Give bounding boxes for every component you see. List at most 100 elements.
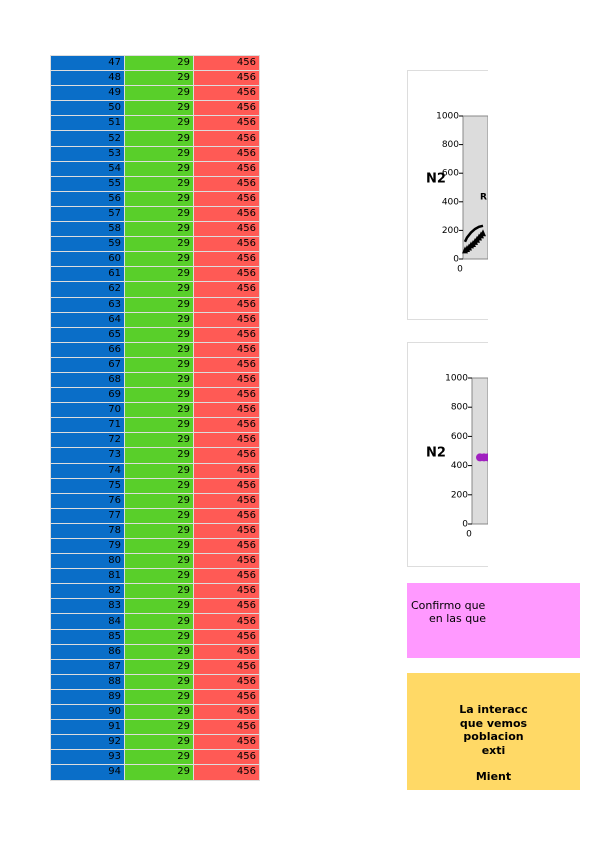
table-row: 55 29 456 (50, 175, 260, 192)
note-text: en las que (429, 612, 486, 625)
table-row: 59 29 456 (50, 236, 260, 253)
cell: 48 (50, 70, 125, 87)
cell: 29 (124, 160, 194, 177)
cell: 456 (193, 356, 260, 373)
y-tick-label: 800 (442, 140, 459, 150)
table-row: 90 29 456 (50, 704, 260, 721)
table-row: 84 29 456 (50, 613, 260, 630)
cell: 456 (193, 85, 260, 102)
y-tick-label: 400 (442, 197, 459, 207)
cell: 456 (193, 341, 260, 358)
cell: 29 (124, 734, 194, 751)
cell: 29 (124, 251, 194, 268)
cell: 29 (124, 432, 194, 449)
cell: 29 (124, 522, 194, 540)
cell: 89 (50, 688, 125, 706)
y-tick-label: 400 (451, 461, 468, 471)
cell: 29 (124, 190, 194, 207)
cell: 456 (193, 553, 260, 570)
cell: 94 (50, 764, 125, 781)
cell: 79 (50, 537, 125, 555)
y-tick-label: 1000 (445, 374, 468, 384)
note-text: La interacc (459, 703, 528, 716)
cell: 29 (124, 145, 194, 162)
cell: 29 (124, 477, 194, 494)
cell: 456 (193, 719, 260, 736)
cell: 88 (50, 673, 125, 690)
cell: 29 (124, 100, 194, 117)
table-row: 71 29 456 (50, 417, 260, 434)
cell: 456 (193, 734, 260, 751)
table-row: 79 29 456 (50, 537, 260, 555)
note-text: poblacion (463, 730, 524, 743)
cell: 54 (50, 160, 125, 177)
cell: 66 (50, 341, 125, 358)
cell: 29 (124, 402, 194, 419)
chart-frame: N2 0 200 400 600 800 1000 0 R (407, 70, 488, 320)
cell: 29 (124, 85, 194, 102)
cell: 456 (193, 160, 260, 177)
cell: 50 (50, 100, 125, 117)
table-row: 63 29 456 (50, 296, 260, 313)
cell: 456 (193, 749, 260, 766)
table-row: 48 29 456 (50, 70, 260, 87)
table-row: 57 29 456 (50, 205, 260, 223)
cell: 29 (124, 704, 194, 721)
table-row: 69 29 456 (50, 387, 260, 404)
cell: 456 (193, 764, 260, 781)
cell: 456 (193, 311, 260, 328)
table-row: 82 29 456 (50, 583, 260, 600)
note-text: Confirmo que (411, 599, 486, 612)
table-row: 73 29 456 (50, 447, 260, 464)
cell: 456 (193, 54, 260, 72)
cell: 62 (50, 281, 125, 298)
table-row: 88 29 456 (50, 673, 260, 690)
cell: 456 (193, 704, 260, 721)
cell: 29 (124, 417, 194, 434)
cell: 456 (193, 190, 260, 207)
table-row: 65 29 456 (50, 326, 260, 343)
marker (480, 229, 486, 237)
cell: 29 (124, 356, 194, 373)
cell: 58 (50, 221, 125, 238)
cell: 76 (50, 492, 125, 509)
cell: 67 (50, 356, 125, 373)
cell: 51 (50, 115, 125, 132)
cell: 63 (50, 296, 125, 313)
cell: 456 (193, 447, 260, 464)
table-row: 77 29 456 (50, 507, 260, 524)
cell: 456 (193, 387, 260, 404)
cell: 85 (50, 628, 125, 645)
cell: 84 (50, 613, 125, 630)
cell: 81 (50, 568, 125, 585)
cell: 87 (50, 658, 125, 675)
cell: 456 (193, 507, 260, 524)
table-row: 49 29 456 (50, 85, 260, 102)
note-text: Mient (475, 770, 512, 783)
table-row: 66 29 456 (50, 341, 260, 358)
y-tick-label: 600 (442, 169, 459, 179)
cell: 456 (193, 371, 260, 389)
cell: 29 (124, 537, 194, 555)
cell: 456 (193, 100, 260, 117)
note-box: Confirmo que en las que (407, 583, 580, 658)
cell: 29 (124, 54, 194, 72)
table-row: 87 29 456 (50, 658, 260, 675)
table-row: 75 29 456 (50, 477, 260, 494)
y-tick-label: 0 (462, 520, 468, 530)
cell: 29 (124, 583, 194, 600)
cell: 456 (193, 70, 260, 87)
cell: 456 (193, 402, 260, 419)
cell: 82 (50, 583, 125, 600)
cell: 29 (124, 764, 194, 781)
cell: 29 (124, 462, 194, 479)
y-tick-label: 1000 (436, 112, 459, 122)
cell: 93 (50, 749, 125, 766)
cell: 29 (124, 447, 194, 464)
cell: 456 (193, 643, 260, 660)
marker (484, 453, 488, 462)
cell: 56 (50, 190, 125, 207)
y-tick-label: 200 (442, 226, 459, 236)
cell: 57 (50, 205, 125, 223)
cell: 456 (193, 568, 260, 585)
